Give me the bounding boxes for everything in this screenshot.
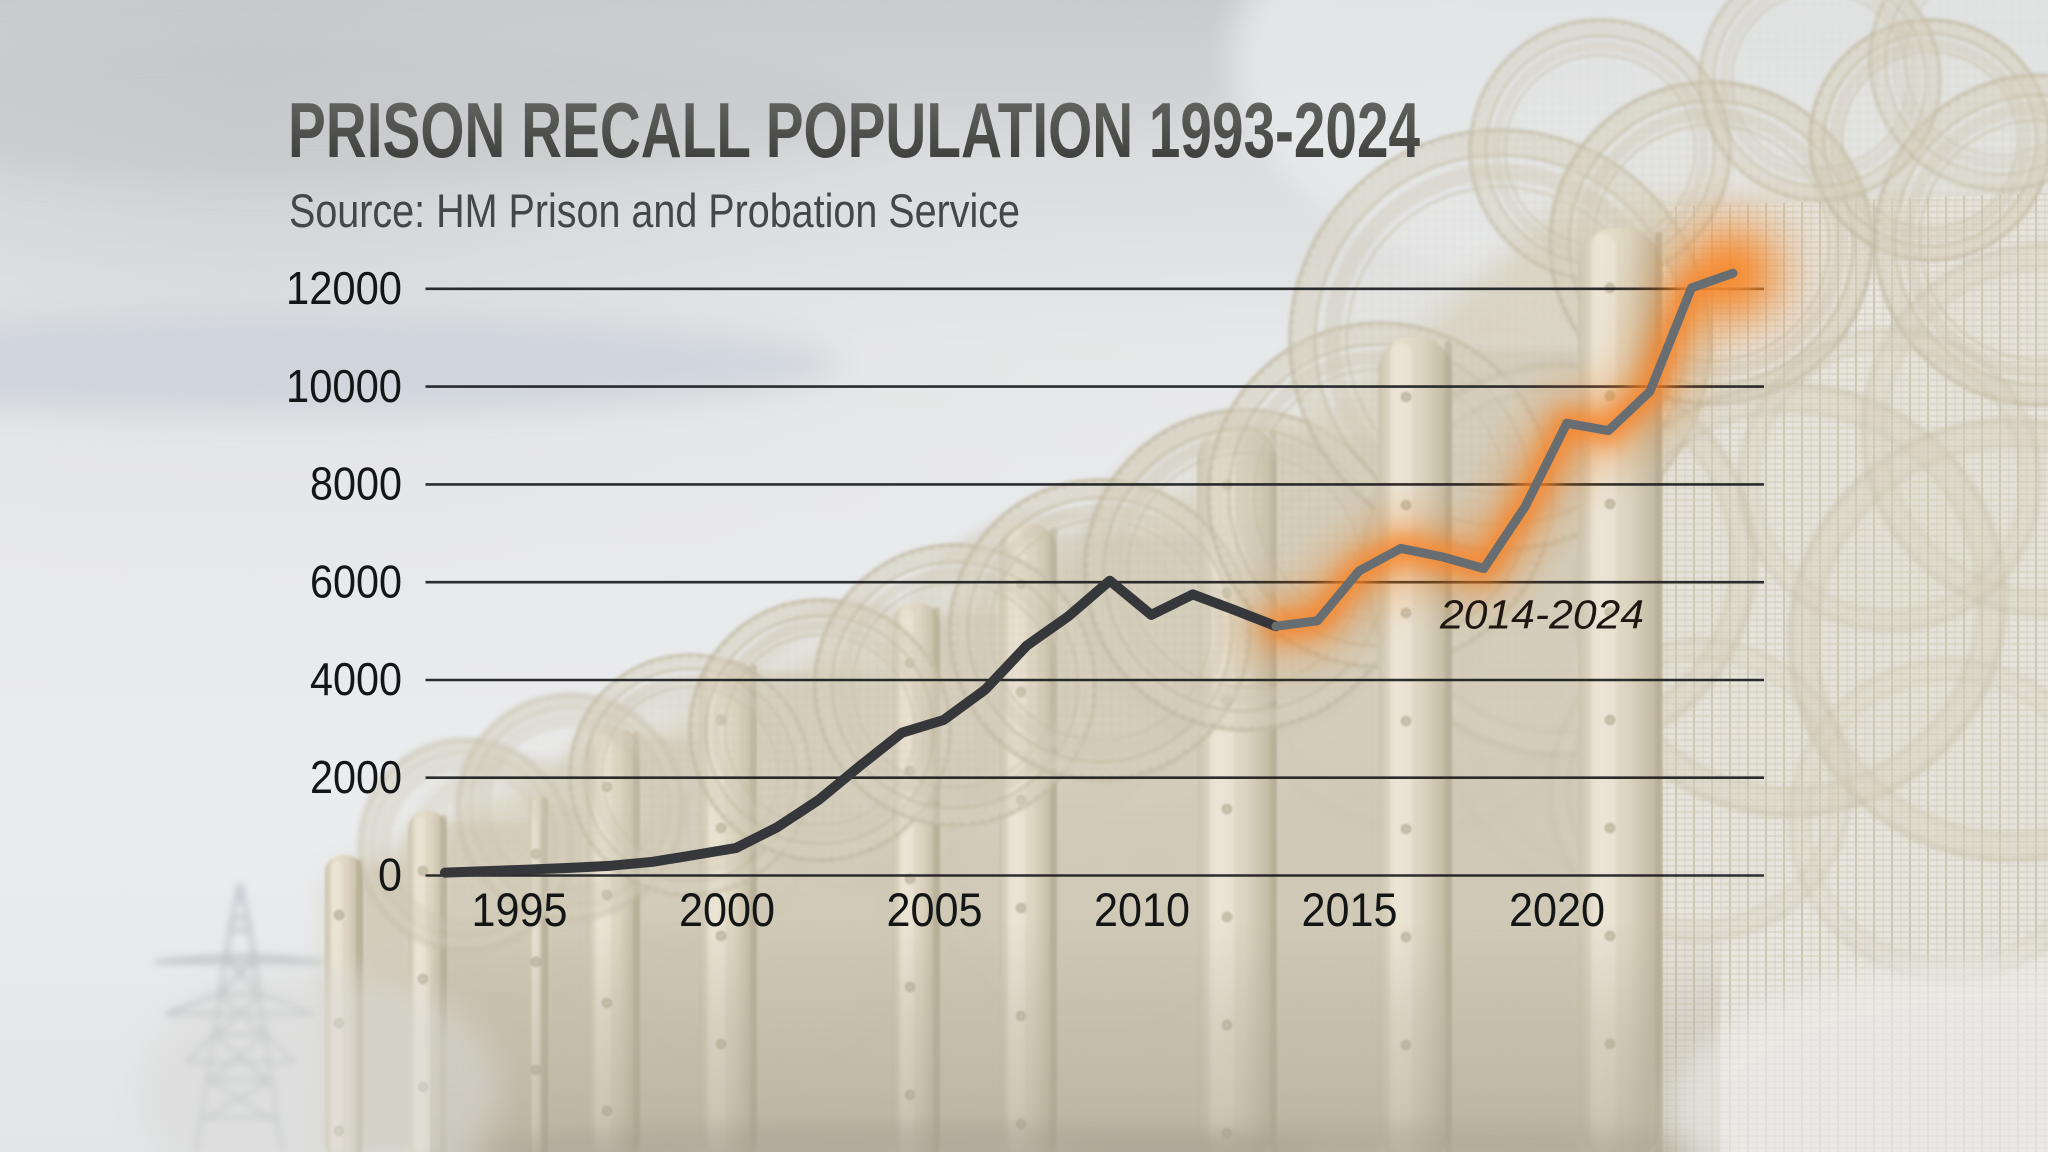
svg-text:PRISON RECALL POPULATION 1993-: PRISON RECALL POPULATION 1993-2024 — [288, 86, 1420, 174]
svg-text:2000: 2000 — [310, 751, 402, 803]
svg-text:12000: 12000 — [286, 262, 402, 314]
svg-text:0: 0 — [378, 849, 402, 901]
svg-text:6000: 6000 — [310, 555, 402, 607]
svg-text:2005: 2005 — [887, 883, 983, 936]
svg-text:2010: 2010 — [1094, 883, 1190, 936]
svg-text:1995: 1995 — [472, 883, 568, 936]
svg-text:4000: 4000 — [310, 653, 402, 705]
svg-text:2015: 2015 — [1302, 883, 1398, 936]
svg-text:8000: 8000 — [310, 458, 402, 510]
svg-text:10000: 10000 — [286, 360, 402, 412]
svg-text:2000: 2000 — [679, 883, 775, 936]
svg-text:Source: HM Prison and Probatio: Source: HM Prison and Probation Service — [289, 184, 1020, 237]
svg-text:2014-2024: 2014-2024 — [1439, 592, 1644, 638]
svg-text:2020: 2020 — [1509, 883, 1605, 936]
